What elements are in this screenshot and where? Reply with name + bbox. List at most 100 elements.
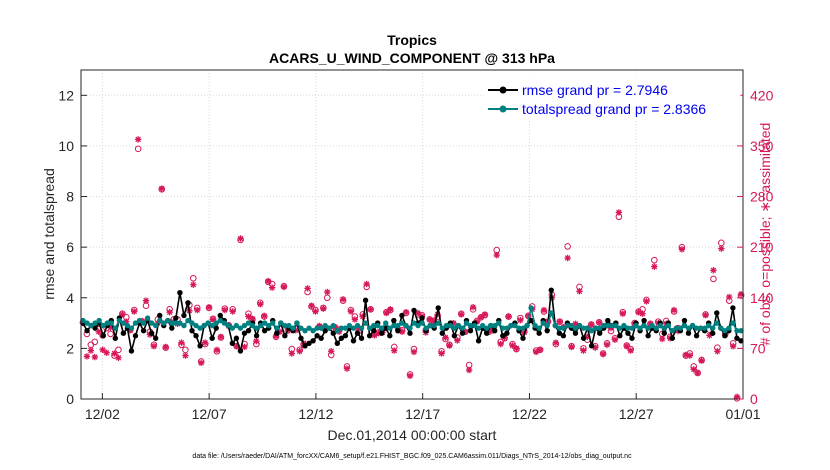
rmse-point <box>544 327 550 334</box>
totalspread-point <box>601 322 607 329</box>
obs-assimilated-point <box>576 288 583 295</box>
asterisk-stroke <box>202 339 208 346</box>
y-axis: 0 2 4 6 8 10 12 <box>58 87 87 407</box>
asterisk-stroke <box>312 308 319 315</box>
obs-assimilated-point <box>268 284 276 291</box>
obs-assimilated-point <box>363 280 370 288</box>
rmse-point <box>338 335 345 341</box>
asterisk-stroke <box>352 316 358 323</box>
y-tick-label: 4 <box>66 290 74 306</box>
obs-assimilated-point <box>261 312 268 320</box>
asterisk-stroke <box>151 343 157 349</box>
totalspread-point <box>233 322 240 329</box>
obs-assimilated-point <box>505 313 512 320</box>
totalspread-point <box>572 325 579 331</box>
asterisk-stroke <box>627 347 634 354</box>
obs-assimilated-point <box>343 365 351 372</box>
rmse-point <box>435 305 441 311</box>
asterisk-stroke <box>253 338 260 344</box>
rmse-point <box>229 340 236 347</box>
x-tick-label: 12/22 <box>512 406 547 422</box>
obs-assimilated-point <box>351 316 359 323</box>
totalspread-point <box>613 322 619 329</box>
totalspread-point <box>310 327 316 334</box>
obs-assimilated-point <box>324 288 331 296</box>
asterisk-stroke <box>730 343 736 349</box>
totalspread-point <box>427 322 433 329</box>
asterisk-stroke <box>687 352 693 359</box>
totalspread-point <box>298 325 304 331</box>
totalspread-point <box>637 325 643 331</box>
totalspread-point <box>253 325 260 331</box>
totalspread-point <box>710 325 716 331</box>
asterisk-stroke <box>683 352 689 358</box>
obs-assimilated-point <box>611 336 619 343</box>
totalspread-point <box>165 317 171 324</box>
obs-assimilated-point <box>304 285 311 292</box>
rmse-point <box>387 333 393 339</box>
totalspread-point <box>116 317 123 324</box>
totalspread-point <box>241 322 248 329</box>
rmse-point <box>580 335 587 341</box>
obs-assimilated-point <box>398 328 406 335</box>
totalspread-point <box>80 317 86 324</box>
asterisk-stroke <box>482 311 488 318</box>
totalspread-point <box>455 322 462 329</box>
asterisk-stroke <box>493 252 500 258</box>
totalspread-point <box>213 320 219 326</box>
obs-assimilated-point <box>201 339 209 346</box>
totalspread-point <box>197 325 203 331</box>
totalspread-point <box>314 325 320 331</box>
obs-assimilated-point <box>91 353 98 361</box>
obs-assimilated-point <box>525 312 532 320</box>
obs-assimilated-point <box>702 311 709 319</box>
rmse-point <box>237 348 244 354</box>
asterisk-stroke <box>261 313 267 319</box>
obs-assimilated-point <box>678 246 686 253</box>
asterisk-stroke <box>84 353 90 360</box>
y2-tick-label: 0 <box>750 391 758 407</box>
rmse-point <box>617 333 623 339</box>
asterisk-stroke <box>198 360 204 366</box>
totalspread-point <box>508 322 514 329</box>
chart-subtitle: ACARS_U_WIND_COMPONENT @ 313 hPa <box>269 50 555 66</box>
rmse-point <box>120 330 127 336</box>
obs-assimilated-point <box>603 341 611 348</box>
totalspread-point <box>358 325 365 331</box>
obs-assimilated-point <box>296 348 303 355</box>
x-tick-label: 12/07 <box>192 406 227 422</box>
y2-tick-label: 140 <box>750 290 774 306</box>
obs-assimilated-point <box>328 348 335 355</box>
obs-assimilated-point <box>686 352 694 359</box>
rmse-point <box>173 315 179 321</box>
asterisk-stroke <box>182 352 189 359</box>
totalspread-point <box>726 325 732 331</box>
asterisk-stroke <box>95 328 102 335</box>
totalspread-point <box>266 322 272 329</box>
obs-assimilated-point <box>194 306 201 314</box>
totalspread-point <box>383 320 389 326</box>
obs-possible-point <box>564 243 571 250</box>
obs-assimilated-point <box>115 354 122 361</box>
rmse-point <box>245 327 252 334</box>
rmse-point <box>302 343 308 349</box>
asterisk-stroke <box>135 136 141 143</box>
obs-assimilated-point <box>595 319 603 326</box>
totalspread-point <box>334 327 341 334</box>
totalspread-point <box>124 322 131 329</box>
rmse-point <box>274 330 280 336</box>
totalspread-point <box>274 325 280 331</box>
asterisk-stroke <box>415 310 421 316</box>
obs-assimilated-point <box>477 314 485 321</box>
asterisk-stroke <box>620 310 626 317</box>
totalspread-point <box>653 325 659 331</box>
asterisk-stroke <box>162 344 169 350</box>
totalspread-point <box>120 320 127 326</box>
rmse-point <box>528 317 534 324</box>
asterisk-stroke <box>580 347 587 354</box>
rmse-point <box>213 325 219 331</box>
rmse-point <box>556 330 563 336</box>
legend-totalspread-label: totalspread grand pr = 2.8366 <box>522 101 706 117</box>
